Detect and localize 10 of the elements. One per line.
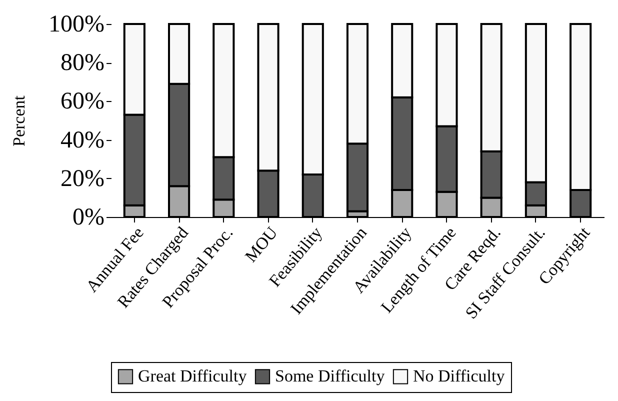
legend-label: No Difficulty <box>413 366 506 386</box>
y-tick-label: 0% <box>72 204 104 230</box>
y-tick-label: 40% <box>60 127 104 154</box>
legend-label: Great Difficulty <box>138 366 248 386</box>
y-tick-label: 60% <box>60 88 104 115</box>
y-tick-label: 80% <box>60 50 104 76</box>
y-axis-title: Percent <box>10 95 29 146</box>
y-tick-label: 20% <box>60 166 104 192</box>
y-tick-label: 100% <box>48 12 104 38</box>
legend-label: Some Difficulty <box>275 366 386 386</box>
